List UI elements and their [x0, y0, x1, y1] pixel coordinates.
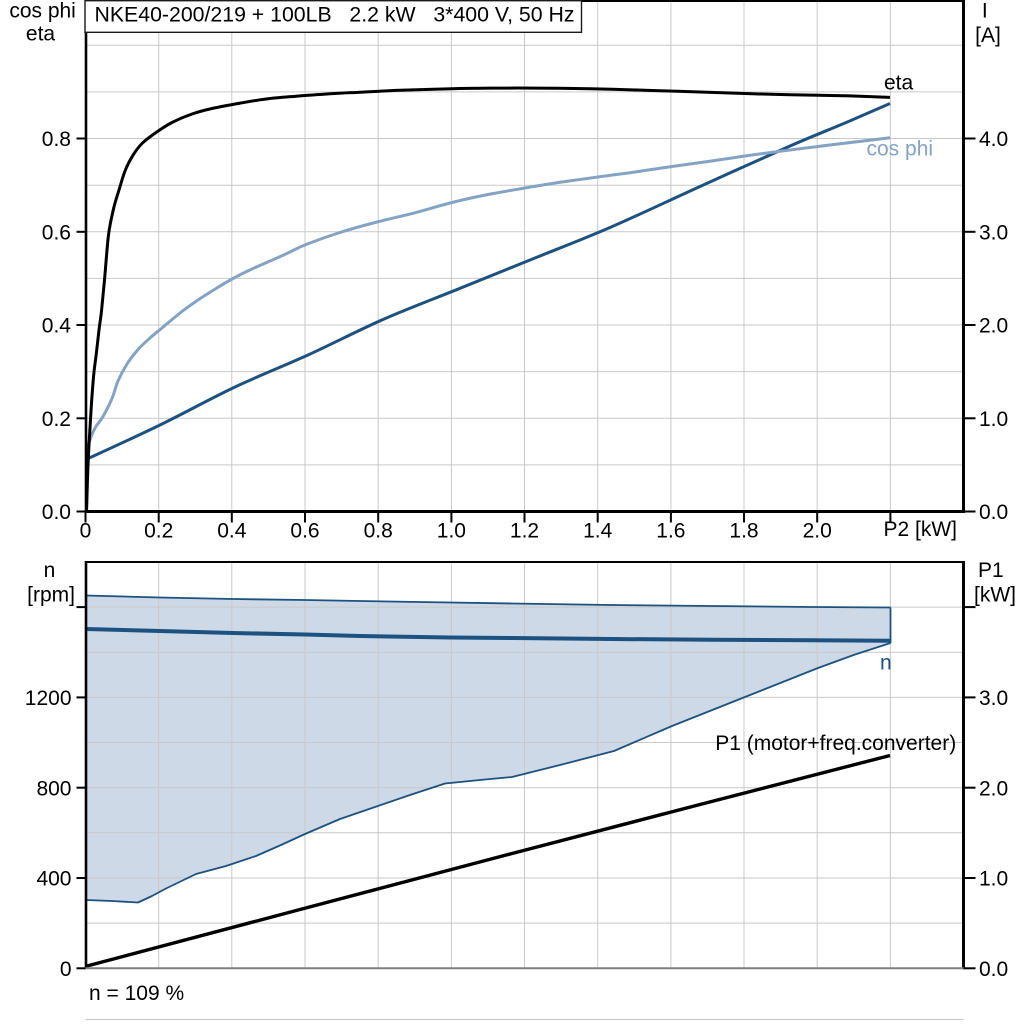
svg-text:1.0: 1.0 — [437, 520, 466, 543]
svg-text:3.0: 3.0 — [979, 687, 1008, 710]
svg-text:2.0: 2.0 — [803, 520, 832, 543]
svg-text:0.6: 0.6 — [290, 520, 319, 543]
svg-text:eta: eta — [26, 23, 56, 46]
svg-text:P1: P1 — [978, 559, 1004, 582]
svg-text:[A]: [A] — [975, 24, 1001, 47]
svg-text:cos phi: cos phi — [867, 138, 934, 161]
svg-text:1.0: 1.0 — [979, 868, 1008, 891]
svg-text:n: n — [880, 652, 892, 675]
svg-text:0.6: 0.6 — [42, 221, 71, 244]
svg-text:0.2: 0.2 — [144, 520, 173, 543]
svg-text:0.0: 0.0 — [979, 958, 1008, 981]
svg-text:0.0: 0.0 — [979, 501, 1008, 524]
svg-text:2.0: 2.0 — [979, 777, 1008, 800]
svg-text:P2 [kW]: P2 [kW] — [884, 518, 958, 541]
svg-text:[kW]: [kW] — [974, 584, 1016, 607]
svg-text:0.4: 0.4 — [217, 520, 247, 543]
svg-text:n = 109 %: n = 109 % — [89, 982, 184, 1005]
svg-text:1200: 1200 — [25, 687, 72, 710]
svg-text:0.0: 0.0 — [42, 501, 71, 524]
svg-text:1.2: 1.2 — [510, 520, 539, 543]
svg-text:0: 0 — [80, 520, 92, 543]
svg-text:I: I — [982, 0, 988, 23]
svg-text:0.4: 0.4 — [42, 315, 72, 338]
svg-text:cos phi: cos phi — [9, 0, 76, 23]
svg-text:400: 400 — [36, 868, 71, 891]
svg-text:4.0: 4.0 — [979, 128, 1008, 151]
svg-text:800: 800 — [36, 777, 71, 800]
svg-text:eta: eta — [884, 72, 914, 95]
svg-text:P1 (motor+freq.converter): P1 (motor+freq.converter) — [715, 732, 956, 755]
svg-text:2.0: 2.0 — [979, 315, 1008, 338]
svg-text:n: n — [44, 559, 56, 582]
svg-text:0.2: 0.2 — [42, 408, 71, 431]
svg-text:1.8: 1.8 — [729, 520, 758, 543]
svg-text:1.0: 1.0 — [979, 408, 1008, 431]
svg-text:3.0: 3.0 — [979, 221, 1008, 244]
svg-text:[rpm]: [rpm] — [27, 584, 75, 607]
svg-text:0.8: 0.8 — [364, 520, 393, 543]
svg-text:1.4: 1.4 — [583, 520, 613, 543]
svg-text:NKE40-200/219 + 100LB 2.2 kW: NKE40-200/219 + 100LB 2.2 kW 3*400 V, 50… — [95, 4, 575, 27]
svg-text:0: 0 — [60, 958, 72, 981]
svg-text:0.8: 0.8 — [42, 128, 71, 151]
svg-text:1.6: 1.6 — [656, 520, 685, 543]
